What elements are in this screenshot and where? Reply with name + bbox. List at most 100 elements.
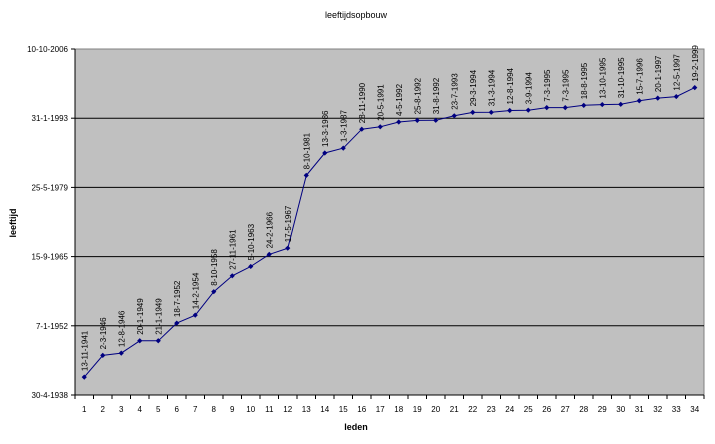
x-tick-label: 4 [138, 405, 143, 414]
x-tick-label: 29 [598, 405, 607, 414]
x-tick-label: 30 [616, 405, 625, 414]
x-tick-label: 27 [561, 405, 570, 414]
x-tick-label: 26 [542, 405, 551, 414]
x-tick-label: 22 [468, 405, 477, 414]
x-tick-label: 31 [635, 405, 644, 414]
data-points [81, 85, 698, 380]
data-point [544, 105, 550, 111]
x-tick-label: 3 [119, 405, 124, 414]
y-tick-label: 10-10-2006 [27, 45, 68, 54]
data-label: 13-11-1941 [80, 330, 89, 371]
x-tick-label: 18 [394, 405, 403, 414]
data-label: 31-8-1992 [432, 77, 441, 114]
x-axis-title: leden [344, 422, 368, 432]
data-label: 8-10-1981 [302, 132, 311, 169]
x-tick-label: 9 [230, 405, 235, 414]
data-label: 12-8-1994 [506, 67, 515, 104]
x-tick-label: 16 [357, 405, 366, 414]
x-tick-label: 8 [212, 405, 217, 414]
data-label: 1-3-1987 [339, 110, 348, 143]
x-tick-label: 12 [283, 405, 292, 414]
x-tick-label: 6 [175, 405, 180, 414]
x-tick-label: 15 [339, 405, 348, 414]
data-label: 20-5-1991 [376, 84, 385, 121]
data-label: 3-9-1994 [524, 72, 533, 105]
gridlines [75, 117, 704, 327]
data-point [636, 98, 642, 104]
data-label: 12-8-1946 [117, 310, 126, 347]
x-tick-label: 10 [246, 405, 255, 414]
data-point [211, 289, 217, 295]
data-label: 31-3-1994 [487, 69, 496, 106]
y-tick-label: 31-1-1993 [32, 114, 69, 123]
data-label: 28-11-1990 [358, 82, 367, 123]
data-point [655, 95, 661, 101]
data-point [562, 105, 568, 111]
data-point [618, 101, 624, 107]
data-label: 13-10-1995 [598, 57, 607, 98]
data-point [396, 119, 402, 125]
x-tick-label: 24 [505, 405, 514, 414]
x-tick-label: 17 [376, 405, 385, 414]
data-point [248, 263, 254, 270]
data-point [507, 107, 513, 114]
data-label: 23-7-1993 [450, 73, 459, 110]
data-point [192, 312, 198, 318]
data-label: 24-2-1966 [265, 211, 274, 248]
data-point [599, 101, 605, 108]
x-tick-label: 21 [450, 405, 459, 414]
chart-title: leeftijdsopbouw [325, 10, 388, 20]
data-label: 18-7-1952 [173, 280, 182, 317]
data-label: 17-5-1967 [284, 205, 293, 242]
data-label: 20-1-1997 [654, 55, 663, 92]
data-label: 7-3-1995 [561, 69, 570, 102]
data-point [581, 102, 587, 108]
x-tick-label: 34 [690, 405, 699, 414]
data-point [322, 150, 328, 156]
data-label: 4-5-1992 [395, 83, 404, 116]
data-label: 8-10-1958 [210, 249, 219, 286]
y-axis-title: leeftijd [8, 208, 18, 237]
data-point [155, 338, 161, 344]
data-point [285, 245, 291, 251]
data-point [137, 338, 143, 344]
x-axis: 1 2 3 4 5 6 7 8 9 10 11 12 13 14 15 16 17 18 19 20 21 22 23 24 2… [74, 394, 705, 414]
data-point [414, 117, 420, 124]
data-point [100, 352, 106, 358]
data-point [118, 350, 124, 356]
data-label: 27-11-1961 [228, 229, 237, 270]
x-tick-label: 28 [579, 405, 588, 414]
data-point [377, 124, 383, 130]
data-point [340, 145, 346, 151]
data-point [433, 117, 439, 123]
x-tick-label: 1 [82, 405, 87, 414]
data-label: 15-7-1996 [635, 58, 644, 95]
data-point [488, 109, 494, 115]
x-tick-label: 19 [413, 405, 422, 414]
data-label: 18-8-1995 [580, 62, 589, 99]
x-tick-label: 32 [653, 405, 662, 414]
y-axis: 30-4-1938 7-1-1952 15-9-1965 25-5-1979 31-1-… [27, 45, 76, 400]
y-tick-label: 25-5-1979 [32, 183, 69, 192]
y-tick-label: 15-9-1965 [32, 253, 69, 262]
data-label: 12-5-1997 [672, 54, 681, 91]
y-tick-label: 7-1-1952 [36, 322, 69, 331]
data-point [303, 172, 309, 179]
data-label: 2-3-1946 [99, 317, 108, 350]
x-tick-label: 2 [101, 405, 106, 414]
x-tick-label: 23 [487, 405, 496, 414]
x-tick-label: 5 [156, 405, 161, 414]
x-tick-label: 25 [524, 405, 533, 414]
y-tick-label: 30-4-1938 [32, 391, 69, 400]
data-point [359, 126, 365, 132]
data-point [525, 107, 531, 113]
data-label: 20-1-1949 [136, 298, 145, 335]
data-label: 5-10-1963 [247, 223, 256, 260]
plot-area [74, 48, 705, 396]
data-point [451, 113, 457, 119]
x-tick-label: 13 [302, 405, 311, 414]
data-point [229, 273, 235, 279]
data-label: 14-2-1954 [191, 272, 200, 309]
data-label: 21-1-1949 [154, 298, 163, 335]
